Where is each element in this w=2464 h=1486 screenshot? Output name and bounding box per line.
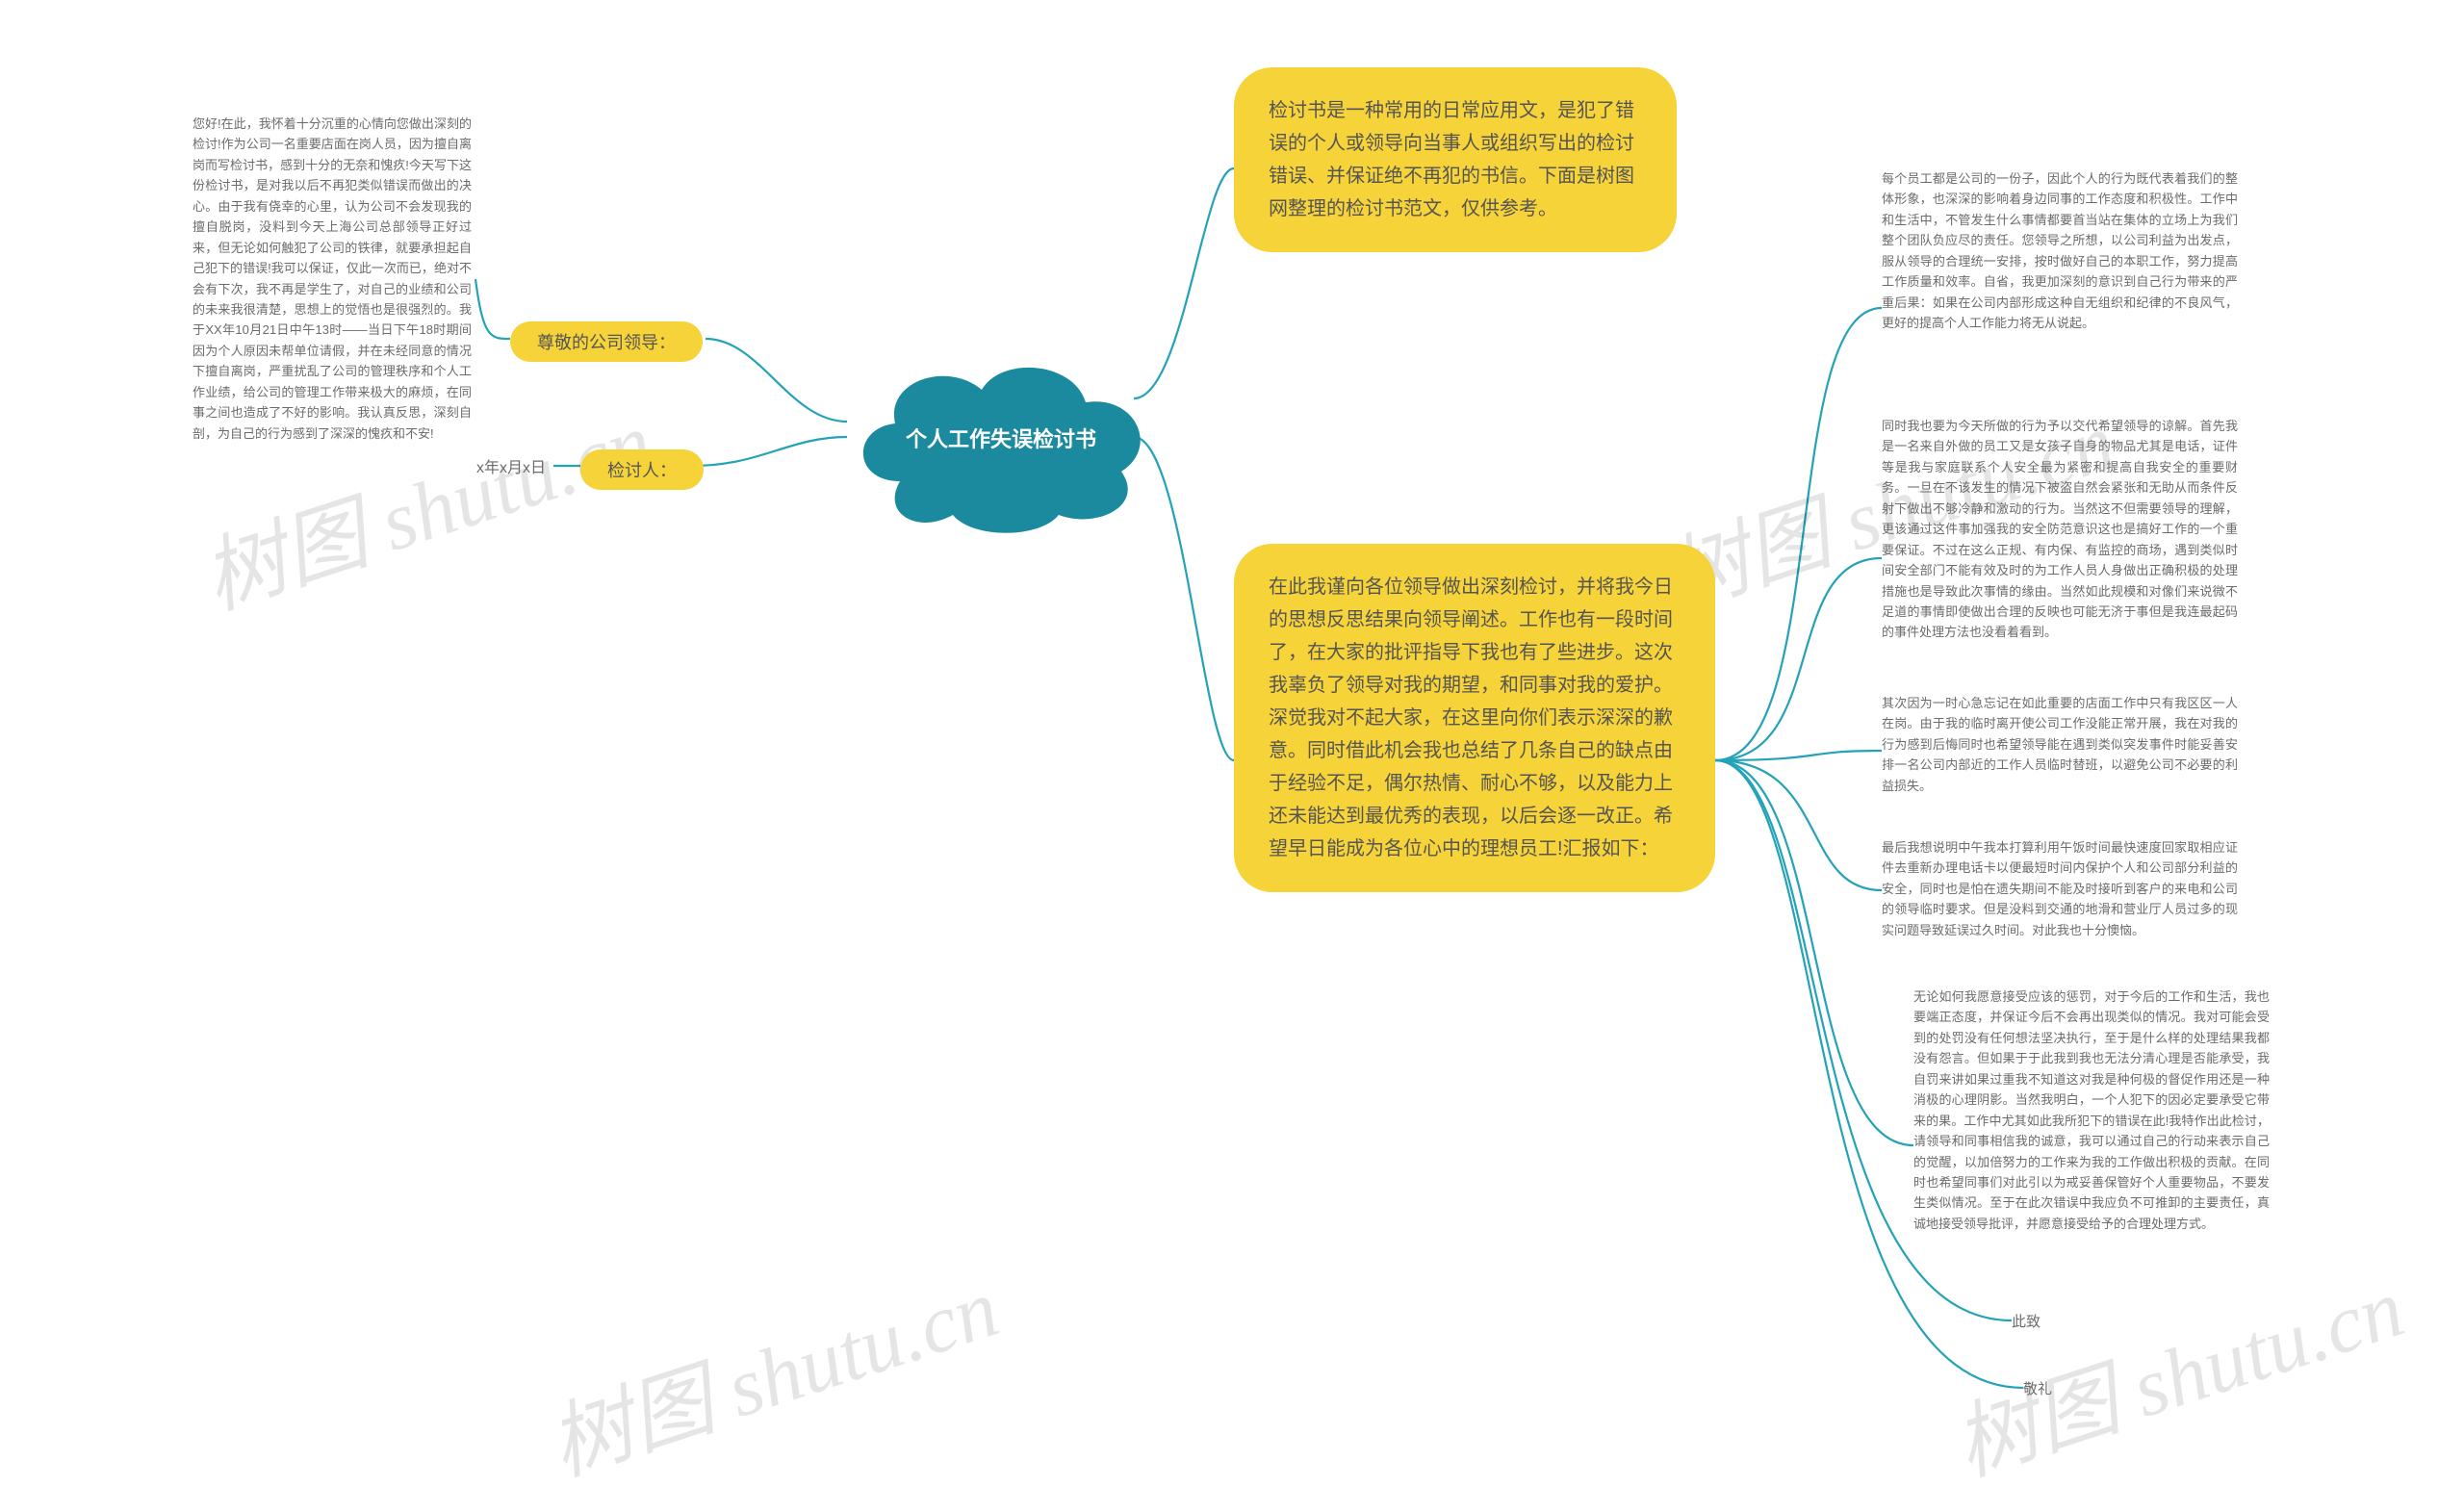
intro-bubble: 检讨书是一种常用的日常应用文，是犯了错误的个人或领导向当事人或组织写出的检讨错误…	[1234, 67, 1677, 252]
main-child-paragraph: 每个员工都是公司的一份子，因此个人的行为既代表着我们的整体形象，也深深的影响着身…	[1882, 168, 2238, 334]
main-child-paragraph: 此致	[2012, 1311, 2089, 1335]
connector-path	[1715, 751, 1882, 760]
branch-inspector-pill: 检讨人：	[580, 449, 704, 490]
branch-leader-label: 尊敬的公司领导：	[537, 333, 676, 352]
main-child-paragraph: 同时我也要为今天所做的行为予以交代希望领导的谅解。首先我是一名来自外做的员工又是…	[1882, 416, 2238, 643]
connector-path	[706, 339, 847, 422]
watermark-text: 树图 shutu.cn	[531, 1241, 1011, 1486]
date-leaf: x年x月x日	[476, 454, 546, 477]
connector-path	[1715, 760, 1913, 1145]
connector-path	[475, 279, 510, 339]
watermark-text: 树图 shutu.cn	[1937, 1241, 2416, 1486]
main-child-paragraph: 最后我想说明中午我本打算利用午饭时间最快速度回家取相应证件去重新办理电话卡以便最…	[1882, 837, 2238, 940]
branch-leader-pill: 尊敬的公司领导：	[510, 321, 703, 362]
main-bubble: 在此我谨向各位领导做出深刻检讨，并将我今日的思想反思结果向领导阐述。工作也有一段…	[1234, 544, 1715, 892]
connector-path	[1715, 760, 1882, 890]
connector-path	[1715, 308, 1882, 760]
main-child-paragraph: 敬礼	[2023, 1378, 2100, 1402]
date-leaf-label: x年x月x日	[476, 460, 546, 476]
main-child-paragraph: 其次因为一时心急忘记在如此重要的店面工作中只有我区区一人在岗。由于我的临时离开使…	[1882, 693, 2238, 796]
connector-path	[1715, 558, 1882, 760]
branch-inspector-label: 检讨人：	[607, 461, 677, 480]
center-node: 个人工作失误检讨书	[837, 337, 1165, 539]
connector-path	[693, 437, 847, 466]
center-node-label: 个人工作失误检讨书	[837, 337, 1165, 539]
mindmap-canvas: { "type": "mindmap", "canvas": { "width"…	[0, 0, 2464, 1486]
leader-paragraph: 您好!在此，我怀着十分沉重的心情向您做出深刻的检讨!作为公司一名重要店面在岗人员…	[192, 114, 472, 444]
main-child-paragraph: 无论如何我愿意接受应该的惩罚，对于今后的工作和生活，我也要端正态度，并保证今后不…	[1913, 986, 2270, 1234]
